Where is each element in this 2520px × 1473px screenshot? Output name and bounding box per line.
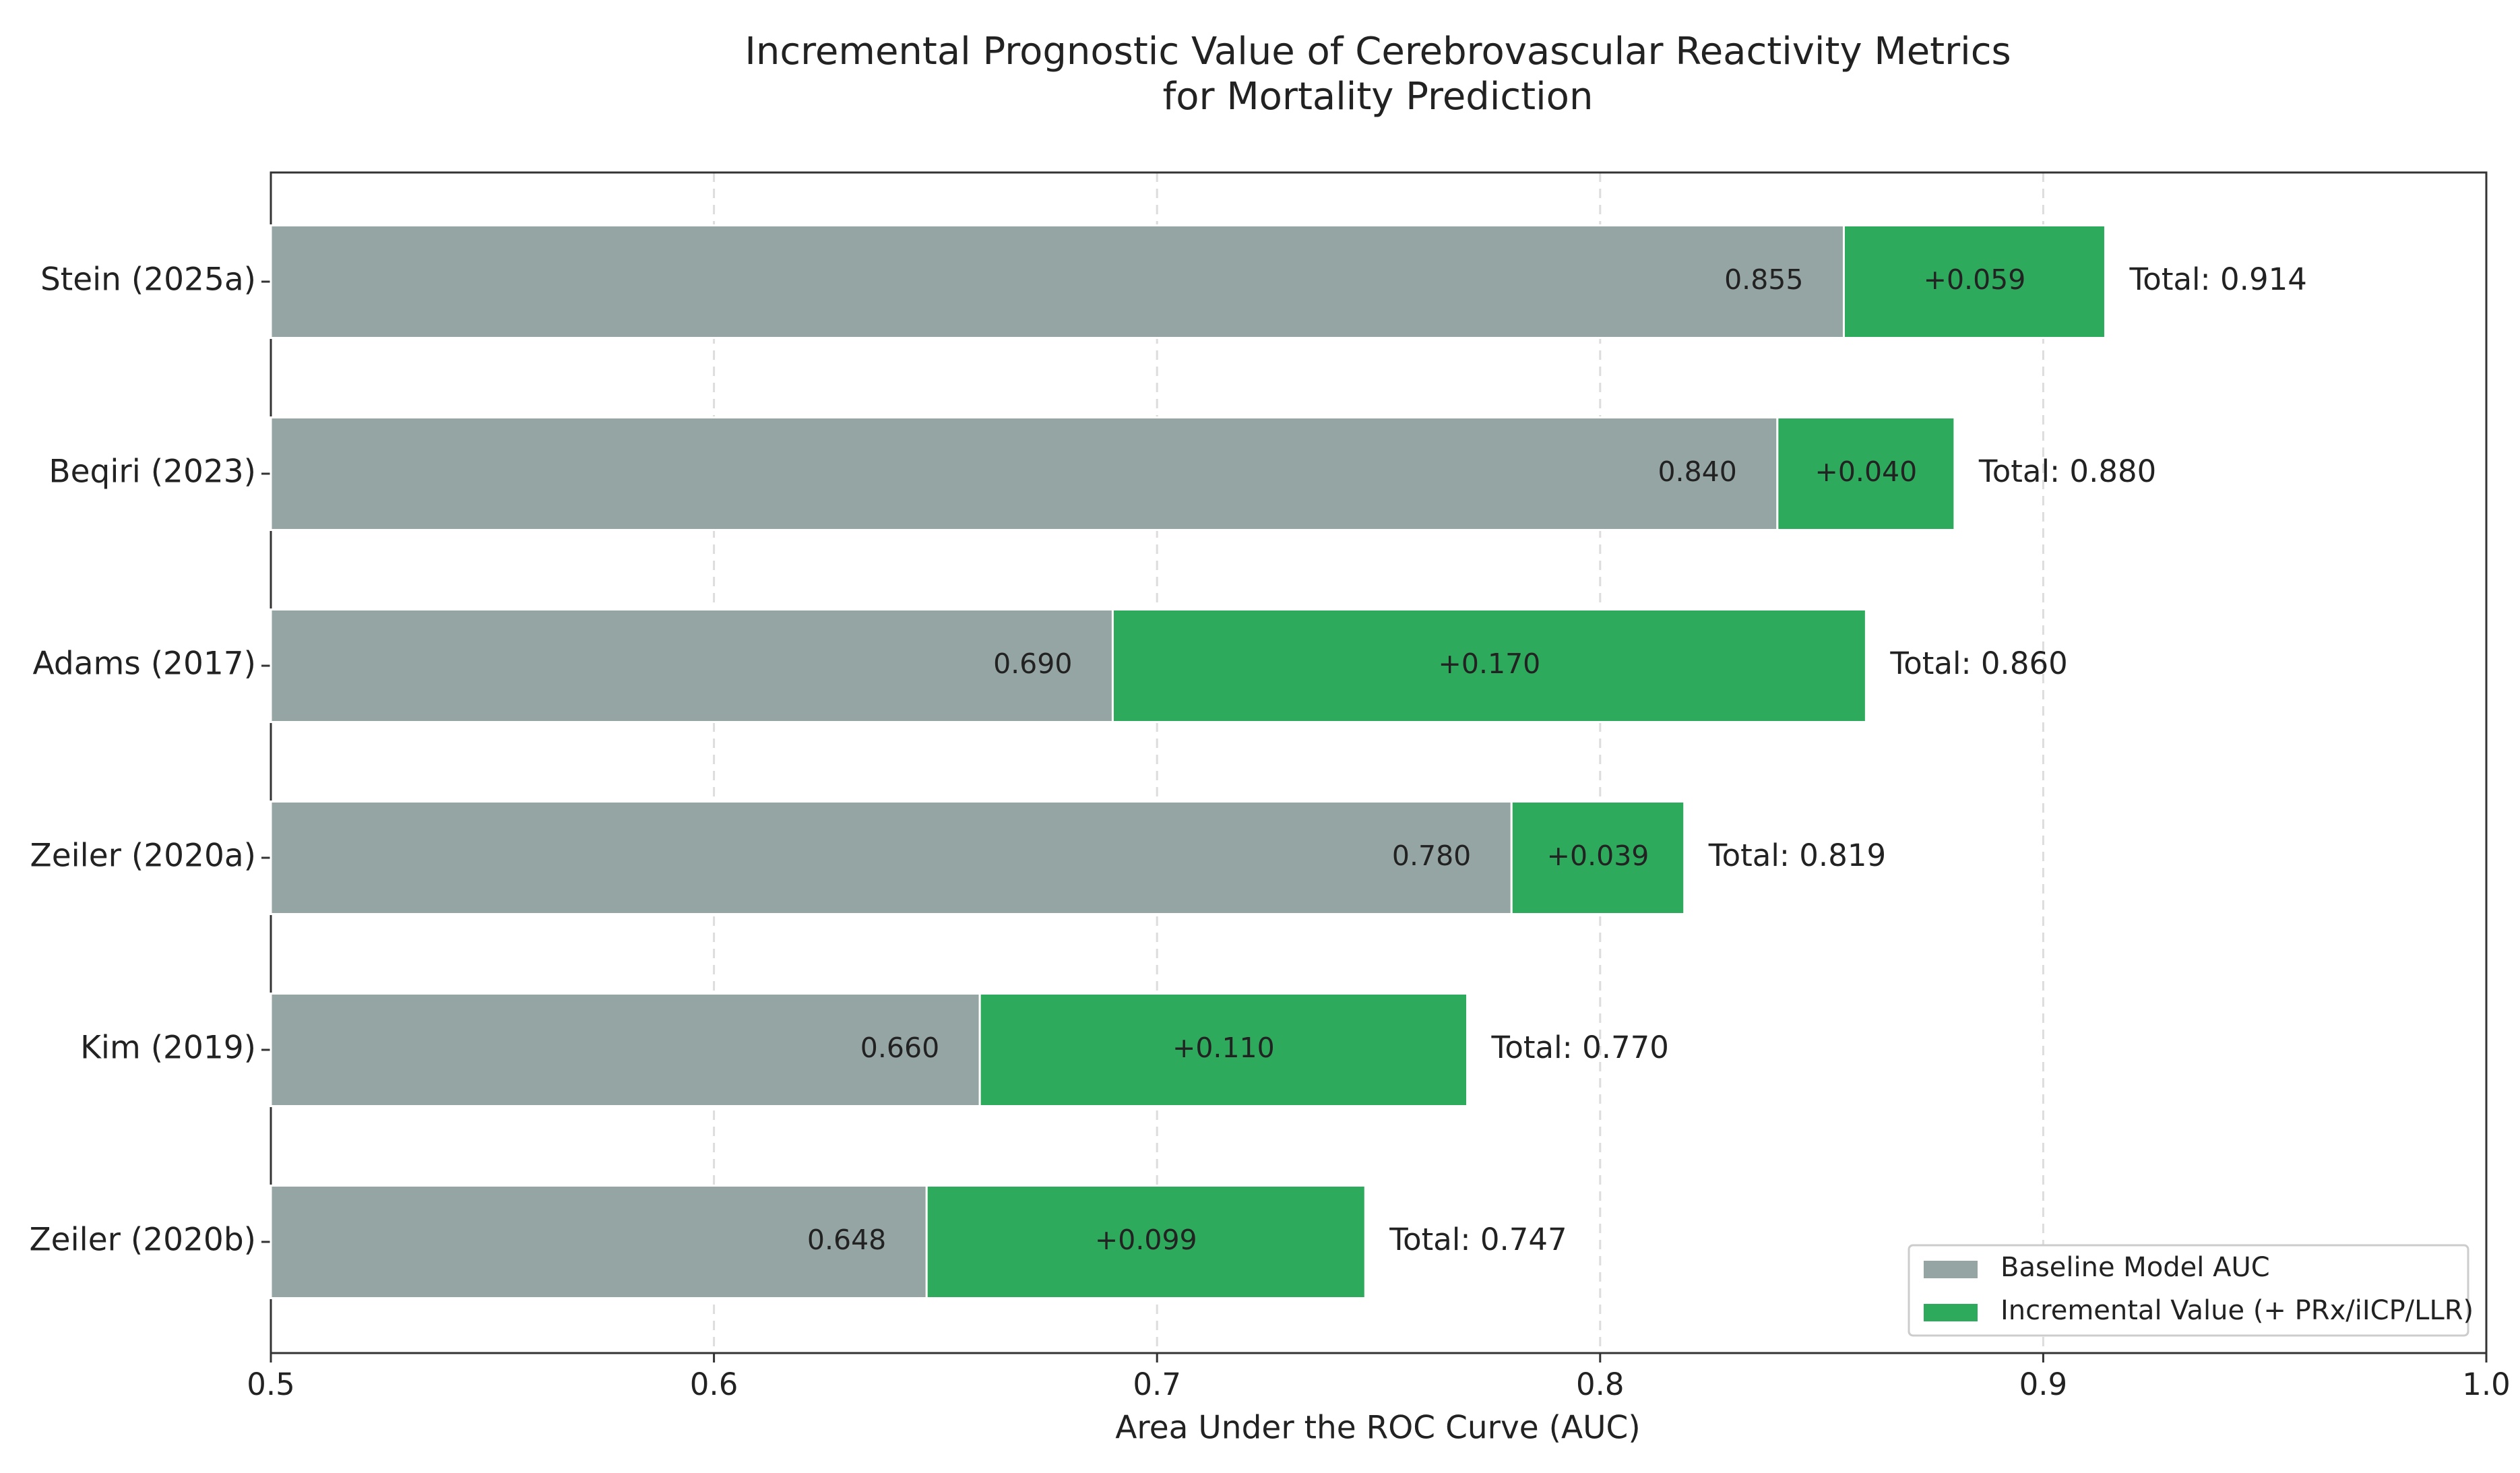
total-label: Total: 0.860 (1889, 646, 2067, 681)
legend-label: Incremental Value (+ PRx/iICP/LLR) (2001, 1295, 2474, 1326)
x-tick-label: 1.0 (2462, 1367, 2511, 1402)
bar-segment (270, 993, 981, 1107)
bar-segment (270, 801, 1513, 915)
value-label: 0.840 (1658, 456, 1736, 488)
value-label: +0.039 (1547, 840, 1649, 872)
bar-segment (1842, 224, 2106, 339)
x-tick-label: 0.6 (690, 1367, 738, 1402)
value-label: +0.099 (1095, 1224, 1197, 1256)
value-label: 0.690 (993, 648, 1072, 680)
y-tick-label: Stein (2025a) (40, 261, 256, 299)
x-tick-label: 0.9 (2019, 1367, 2068, 1402)
plot-frame (270, 171, 2488, 1354)
bar-segment (1510, 801, 1686, 915)
x-tick-label: 0.7 (1133, 1367, 1181, 1402)
total-label: Total: 0.880 (1978, 453, 2156, 489)
bar-segment (270, 224, 1845, 339)
total-label: Total: 0.914 (2129, 261, 2306, 297)
legend-swatch (1924, 1261, 1978, 1278)
bar-segment (1776, 416, 1956, 531)
value-label: +0.110 (1172, 1032, 1275, 1064)
value-label: 0.855 (1724, 263, 1803, 296)
value-label: 0.660 (860, 1032, 939, 1064)
total-label: Total: 0.770 (1491, 1030, 1669, 1065)
bar-segment (270, 1185, 928, 1299)
x-tick-label: 0.5 (247, 1367, 295, 1402)
y-tick-label: Zeiler (2020b) (29, 1222, 256, 1259)
bar-segment (1111, 608, 1867, 723)
value-label: +0.040 (1815, 456, 1917, 488)
total-label: Total: 0.819 (1708, 838, 1886, 873)
chart-title: Incremental Prognostic Value of Cerebrov… (745, 30, 2011, 73)
legend-label: Baseline Model AUC (2001, 1252, 2270, 1283)
value-label: +0.170 (1439, 648, 1541, 680)
y-tick-label: Beqiri (2023) (49, 453, 256, 491)
y-tick-label: Kim (2019) (80, 1030, 256, 1067)
chart-subtitle: for Mortality Prediction (1163, 75, 1594, 119)
bar-segment (270, 416, 1779, 531)
x-tick-label: 0.8 (1576, 1367, 1625, 1402)
value-label: +0.059 (1924, 263, 2026, 296)
legend-box (1908, 1244, 2469, 1337)
legend-swatch (1924, 1304, 1978, 1321)
x-axis-label: Area Under the ROC Curve (AUC) (1115, 1410, 1640, 1447)
bar-segment (925, 1185, 1366, 1299)
y-tick-label: Adams (2017) (33, 646, 256, 683)
bar-segment (270, 608, 1114, 723)
value-label: 0.648 (807, 1224, 886, 1256)
value-label: 0.780 (1392, 840, 1471, 872)
total-label: Total: 0.747 (1389, 1222, 1567, 1257)
bar-segment (978, 993, 1469, 1107)
y-tick-label: Zeiler (2020a) (30, 838, 257, 875)
